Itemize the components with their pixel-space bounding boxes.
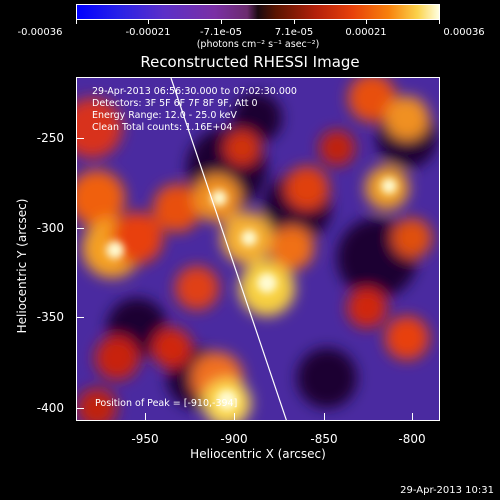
colorbar-tick [366, 20, 367, 24]
texture-warm [347, 288, 387, 328]
y-tick-mark [76, 138, 84, 139]
texture-warm [385, 316, 429, 360]
colorbar-tick [76, 20, 77, 24]
y-axis-label: Heliocentric Y (arcsec) [15, 198, 29, 334]
texture-core [257, 273, 277, 293]
colorbar-tick [294, 20, 295, 24]
y-tick-label: -300 [36, 221, 64, 235]
texture-warm [77, 170, 125, 226]
texture-core [241, 230, 257, 246]
texture-dark [297, 348, 357, 408]
y-tick-mark [76, 317, 84, 318]
plot-title: Reconstructed RHESSI Image [140, 53, 360, 71]
colorbar-label: 0.00021 [345, 27, 387, 38]
texture-core [381, 178, 397, 194]
image-plot [76, 77, 440, 421]
info-time-range: 29-Apr-2013 06:56:30.000 to 07:02:30.000 [92, 86, 297, 97]
colorbar-unit: (photons cm⁻² s⁻¹ asec⁻²) [196, 39, 320, 50]
texture-warm [285, 166, 329, 210]
texture-warm [224, 130, 260, 166]
texture-warm [385, 96, 429, 140]
colorbar-label: -7.1e-05 [200, 27, 242, 38]
colorbar-label: 0.00036 [443, 27, 485, 38]
limb-line [170, 78, 287, 420]
texture-warm [348, 78, 396, 122]
x-axis-label: Heliocentric X (arcsec) [190, 447, 326, 461]
texture-warm [153, 184, 201, 232]
colorbar-label: -0.00036 [17, 27, 63, 38]
colorbar-tick [148, 20, 149, 24]
texture-warm [77, 388, 117, 420]
info-energy-range: Energy Range: 12.0 - 25.0 keV [92, 110, 237, 121]
x-tick-mark [412, 413, 413, 421]
colorbar-label: -0.00021 [125, 27, 171, 38]
texture-core [217, 390, 237, 410]
x-tick-label: -900 [220, 432, 248, 446]
colorbar-tick [221, 20, 222, 24]
texture-warm [152, 328, 192, 368]
texture-warm [111, 212, 163, 264]
y-tick-label: -250 [36, 131, 64, 145]
x-tick-mark [145, 413, 146, 421]
x-tick-label: -950 [131, 432, 159, 446]
texture-warm [95, 336, 139, 380]
texture-core [211, 190, 227, 206]
x-tick-label: -800 [398, 432, 426, 446]
texture-warm [175, 266, 219, 310]
image-canvas [77, 78, 439, 420]
texture-core [106, 241, 124, 259]
y-tick-label: -350 [36, 310, 64, 324]
texture-warm [270, 226, 314, 270]
x-tick-mark [234, 413, 235, 421]
colorbar-label: 7.1e-05 [274, 27, 314, 38]
colorbar [76, 4, 440, 20]
texture-warm [392, 218, 432, 258]
texture-warm [77, 98, 122, 158]
texture-warm [319, 130, 355, 166]
y-tick-label: -400 [36, 401, 64, 415]
y-tick-mark [76, 228, 84, 229]
emission-cores [106, 178, 397, 410]
render-timestamp: 29-Apr-2013 10:31 [400, 485, 494, 496]
info-detectors: Detectors: 3F 5F 6F 7F 8F 9F, Att 0 [92, 98, 258, 109]
peak-position-label: Position of Peak = [-910,-394] [95, 398, 238, 409]
y-tick-mark [76, 408, 84, 409]
info-algorithm-counts: Clean Total counts: 1.16E+04 [92, 122, 233, 133]
x-tick-label: -850 [310, 432, 338, 446]
colorbar-tick [439, 20, 440, 24]
x-tick-mark [324, 413, 325, 421]
